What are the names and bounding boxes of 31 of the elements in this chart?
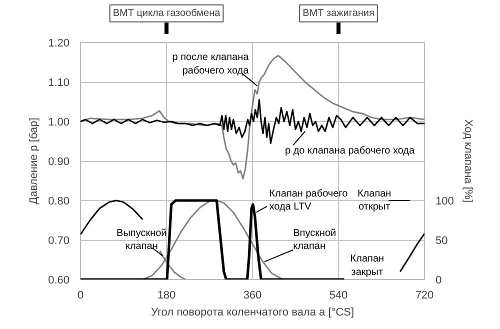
annotation: Выпускной клапан [116, 228, 167, 252]
annotation: Клапан открыт [357, 188, 392, 213]
y-tick-label: 0.60 [48, 274, 70, 286]
y-tick-label: 1.10 [48, 77, 70, 89]
annotation: p до клапана рабочего хода [284, 146, 416, 157]
ref-line-label: ВМТ цикла газообмена [112, 8, 221, 19]
y-tick-label: 1.00 [48, 116, 70, 128]
ref-line-label: ВМТ зажигания [302, 8, 374, 19]
x-tick-label: 0 [77, 290, 84, 302]
line-series [80, 99, 424, 144]
y-tick-label: 0.70 [48, 235, 70, 247]
annotation: Клапан рабочего хода LTV [269, 188, 348, 213]
y2-tick-label: 50 [436, 235, 448, 247]
annotation: Клапан закрыт [350, 254, 384, 278]
y2-axis-title: Ход клапана [%] [462, 119, 474, 203]
y-tick-label: 0.90 [48, 156, 70, 168]
y-tick-label: 1.20 [48, 38, 70, 50]
y-axis-title: Давление p [бар] [28, 118, 40, 204]
line-series [80, 54, 424, 180]
x-tick-label: 720 [415, 290, 434, 302]
y-tick-label: 0.80 [48, 196, 70, 208]
annotation: Впускной клапан [293, 228, 336, 252]
x-tick-label: 360 [243, 290, 262, 302]
line-series [399, 232, 424, 272]
x-tick-label: 540 [329, 290, 348, 302]
y2-tick-label: 0 [436, 274, 442, 286]
line-series [80, 199, 346, 280]
y2-tick-label: 100 [436, 196, 454, 208]
x-tick-label: 180 [157, 290, 176, 302]
annotation: p после клапана рабочего хода [172, 52, 250, 76]
x-axis-title: Угол поворота коленчатого вала a [°CS] [150, 306, 354, 318]
